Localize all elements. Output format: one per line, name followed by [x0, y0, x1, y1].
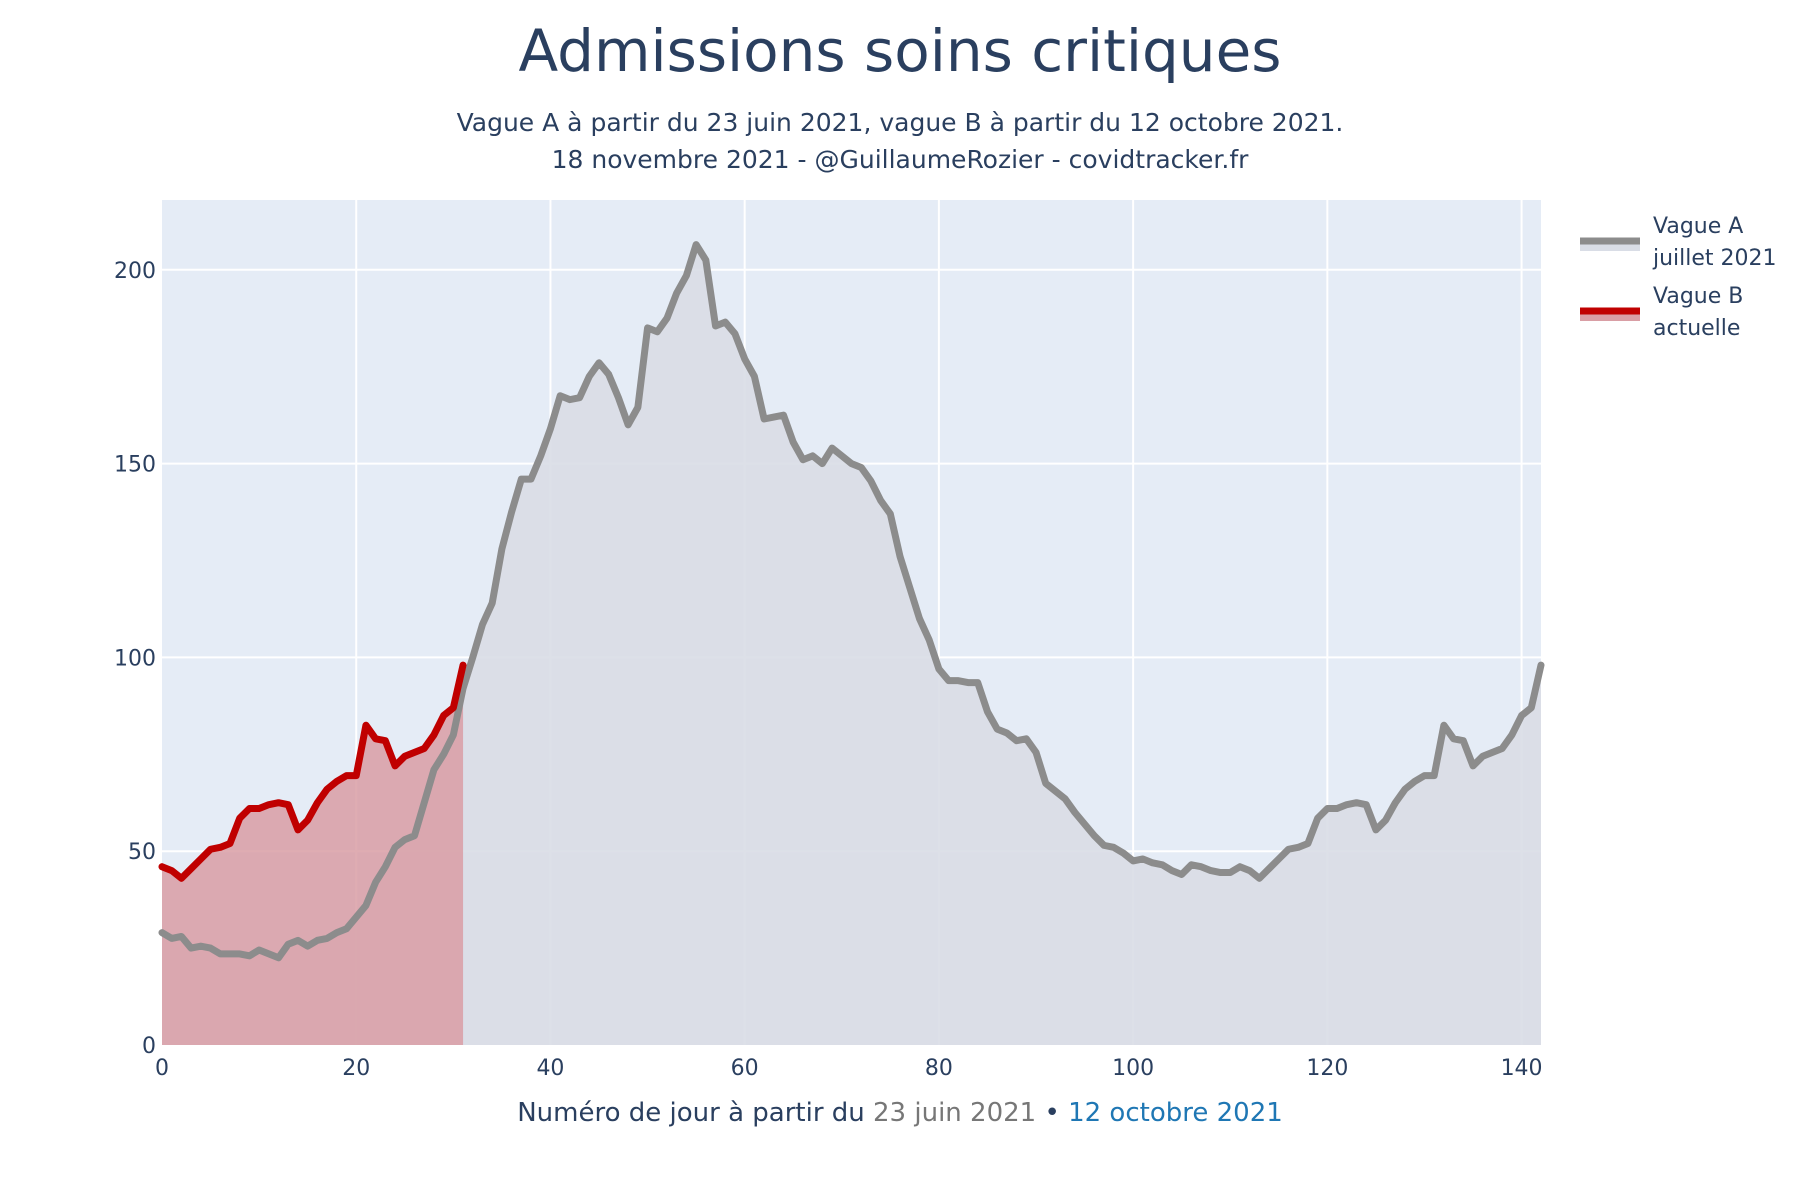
legend-label: Vague B: [1653, 284, 1743, 309]
x-tick-label: 80: [925, 1056, 953, 1081]
legend-label-line-2: juillet 2021: [1652, 246, 1777, 271]
x-tick-label: 40: [536, 1056, 564, 1081]
series-line-vague-b: [158, 661, 467, 882]
series-fills: [162, 244, 1541, 1045]
x-tick-label: 60: [731, 1056, 759, 1081]
x-tick-label: 140: [1501, 1056, 1543, 1081]
x-axis-title-prefix: Numéro de jour à partir du: [517, 1098, 865, 1128]
y-tick-label: 200: [114, 259, 156, 284]
series-line-vague-a: [158, 241, 1545, 962]
x-tick-label: 120: [1306, 1056, 1348, 1081]
y-tick-label: 50: [128, 840, 156, 865]
legend-label: Vague A: [1653, 214, 1743, 239]
chart-subtitle-line-2: 18 novembre 2021 - @GuillaumeRozier - co…: [551, 145, 1249, 174]
x-axis-title-date-a: 23 juin 2021: [873, 1098, 1037, 1128]
legend-label-line-2: actuelle: [1653, 316, 1740, 341]
y-tick-label: 150: [114, 453, 156, 478]
chart-subtitle-line-1: Vague A à partir du 23 juin 2021, vague …: [456, 108, 1344, 137]
x-tick-label: 100: [1112, 1056, 1154, 1081]
series-area-vague-b: [162, 665, 464, 1045]
x-tick-label: 0: [155, 1056, 169, 1081]
legend[interactable]: Vague A juillet 2021 Vague B actuelle: [1580, 214, 1777, 341]
x-axis-title: Numéro de jour à partir du 23 juin 2021 …: [0, 1098, 1800, 1128]
series-area-vague-a: [162, 244, 1541, 1045]
series-lines: [158, 241, 1545, 962]
y-tick-label: 0: [142, 1034, 156, 1059]
chart-title: Admissions soins critiques: [518, 17, 1282, 85]
x-axis-title-separator: •: [1044, 1098, 1060, 1128]
x-axis-title-date-b: 12 octobre 2021: [1068, 1098, 1283, 1128]
axis-ticks: 0 20 40 60 80 100 120 140 0 50 100 150 200: [114, 259, 1543, 1081]
y-tick-label: 100: [114, 646, 156, 671]
x-tick-label: 20: [342, 1056, 370, 1081]
